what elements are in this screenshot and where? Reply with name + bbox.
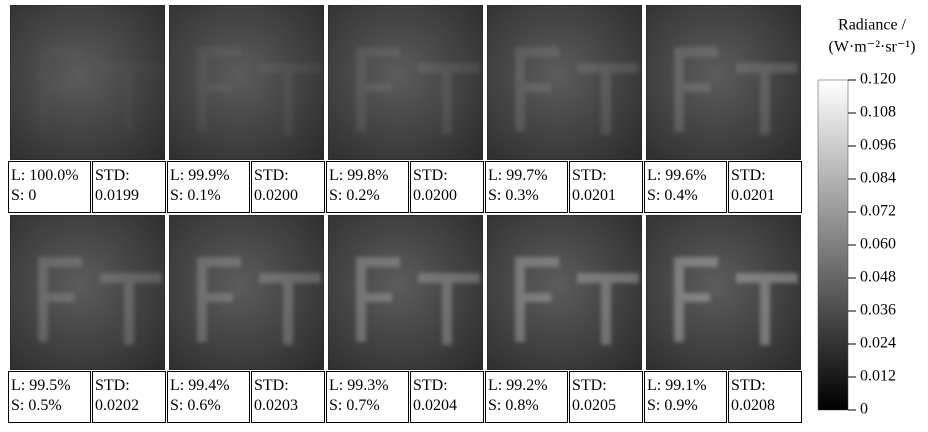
std-value: 0.0200 <box>254 186 322 206</box>
tick-label: 0.096 <box>860 137 896 154</box>
tick-label: 0.060 <box>860 236 896 253</box>
figure: Radiance / (W·m⁻²·sr⁻¹) 0 0.012 0.024 0.036… <box>0 0 928 432</box>
std-title: STD: <box>572 166 640 186</box>
l-value: L: 99.1% <box>647 376 724 396</box>
s-value: S: 0.4% <box>647 186 724 206</box>
simulated-image <box>169 5 324 160</box>
l-value: L: 99.7% <box>488 166 565 186</box>
simulated-image <box>487 215 642 370</box>
tick-label: 0.012 <box>860 368 896 385</box>
std-label: STD:0.0200 <box>410 161 484 213</box>
tick-label: 0.072 <box>860 203 896 220</box>
std-label: STD:0.0199 <box>92 161 166 213</box>
std-value: 0.0202 <box>95 396 163 416</box>
s-value: S: 0.3% <box>488 186 565 206</box>
std-value: 0.0201 <box>572 186 640 206</box>
std-title: STD: <box>572 376 640 396</box>
l-value: L: 99.8% <box>329 166 406 186</box>
simulated-image <box>328 5 483 160</box>
std-label: STD:0.0202 <box>92 371 166 423</box>
std-value: 0.0200 <box>413 186 481 206</box>
lambda-label: L: 99.5%S: 0.5% <box>8 371 91 423</box>
colorbar-title: Radiance / <box>838 17 907 34</box>
l-value: L: 99.5% <box>11 376 88 396</box>
colorbar-unit: (W·m⁻²·sr⁻¹) <box>829 39 916 56</box>
std-title: STD: <box>254 166 322 186</box>
std-title: STD: <box>731 166 799 186</box>
simulated-image <box>10 5 165 160</box>
tick-label: 0.036 <box>860 302 896 319</box>
s-value: S: 0.9% <box>647 396 724 416</box>
std-value: 0.0199 <box>95 186 163 206</box>
s-value: S: 0 <box>11 186 88 206</box>
std-label: STD:0.0203 <box>251 371 325 423</box>
l-value: L: 99.3% <box>329 376 406 396</box>
s-value: S: 0.8% <box>488 396 565 416</box>
tick-label: 0.048 <box>860 269 896 286</box>
std-value: 0.0201 <box>731 186 799 206</box>
s-value: S: 0.7% <box>329 396 406 416</box>
std-title: STD: <box>413 376 481 396</box>
std-title: STD: <box>413 166 481 186</box>
lambda-label: L: 99.1%S: 0.9% <box>644 371 727 423</box>
std-title: STD: <box>95 376 163 396</box>
tick-label: 0.024 <box>860 335 896 352</box>
simulated-image <box>646 215 801 370</box>
s-value: S: 0.2% <box>329 186 406 206</box>
simulated-image <box>169 215 324 370</box>
std-label: STD:0.0200 <box>251 161 325 213</box>
std-title: STD: <box>254 376 322 396</box>
lambda-label: L: 99.8%S: 0.2% <box>326 161 409 213</box>
lambda-label: L: 99.6%S: 0.4% <box>644 161 727 213</box>
l-value: L: 99.4% <box>170 376 247 396</box>
lambda-label: L: 99.4%S: 0.6% <box>167 371 250 423</box>
std-label: STD:0.0201 <box>728 161 802 213</box>
simulated-image <box>328 215 483 370</box>
simulated-image <box>10 215 165 370</box>
l-value: L: 100.0% <box>11 166 88 186</box>
tick-label: 0 <box>860 401 868 418</box>
s-value: S: 0.1% <box>170 186 247 206</box>
std-title: STD: <box>731 376 799 396</box>
std-label: STD:0.0208 <box>728 371 802 423</box>
lambda-label: L: 99.9%S: 0.1% <box>167 161 250 213</box>
l-value: L: 99.6% <box>647 166 724 186</box>
std-label: STD:0.0201 <box>569 161 643 213</box>
simulated-image <box>487 5 642 160</box>
lambda-label: L: 99.2%S: 0.8% <box>485 371 568 423</box>
std-label: STD:0.0205 <box>569 371 643 423</box>
tick-label: 0.120 <box>860 71 896 88</box>
colorbar-gradient <box>818 80 848 410</box>
l-value: L: 99.2% <box>488 376 565 396</box>
simulated-image <box>646 5 801 160</box>
std-label: STD:0.0204 <box>410 371 484 423</box>
lambda-label: L: 99.3%S: 0.7% <box>326 371 409 423</box>
std-value: 0.0205 <box>572 396 640 416</box>
lambda-label: L: 99.7%S: 0.3% <box>485 161 568 213</box>
std-value: 0.0203 <box>254 396 322 416</box>
s-value: S: 0.6% <box>170 396 247 416</box>
s-value: S: 0.5% <box>11 396 88 416</box>
tick-label: 0.108 <box>860 104 896 121</box>
std-value: 0.0204 <box>413 396 481 416</box>
lambda-label: L: 100.0%S: 0 <box>8 161 91 213</box>
std-title: STD: <box>95 166 163 186</box>
l-value: L: 99.9% <box>170 166 247 186</box>
tick-label: 0.084 <box>860 170 896 187</box>
std-value: 0.0208 <box>731 396 799 416</box>
